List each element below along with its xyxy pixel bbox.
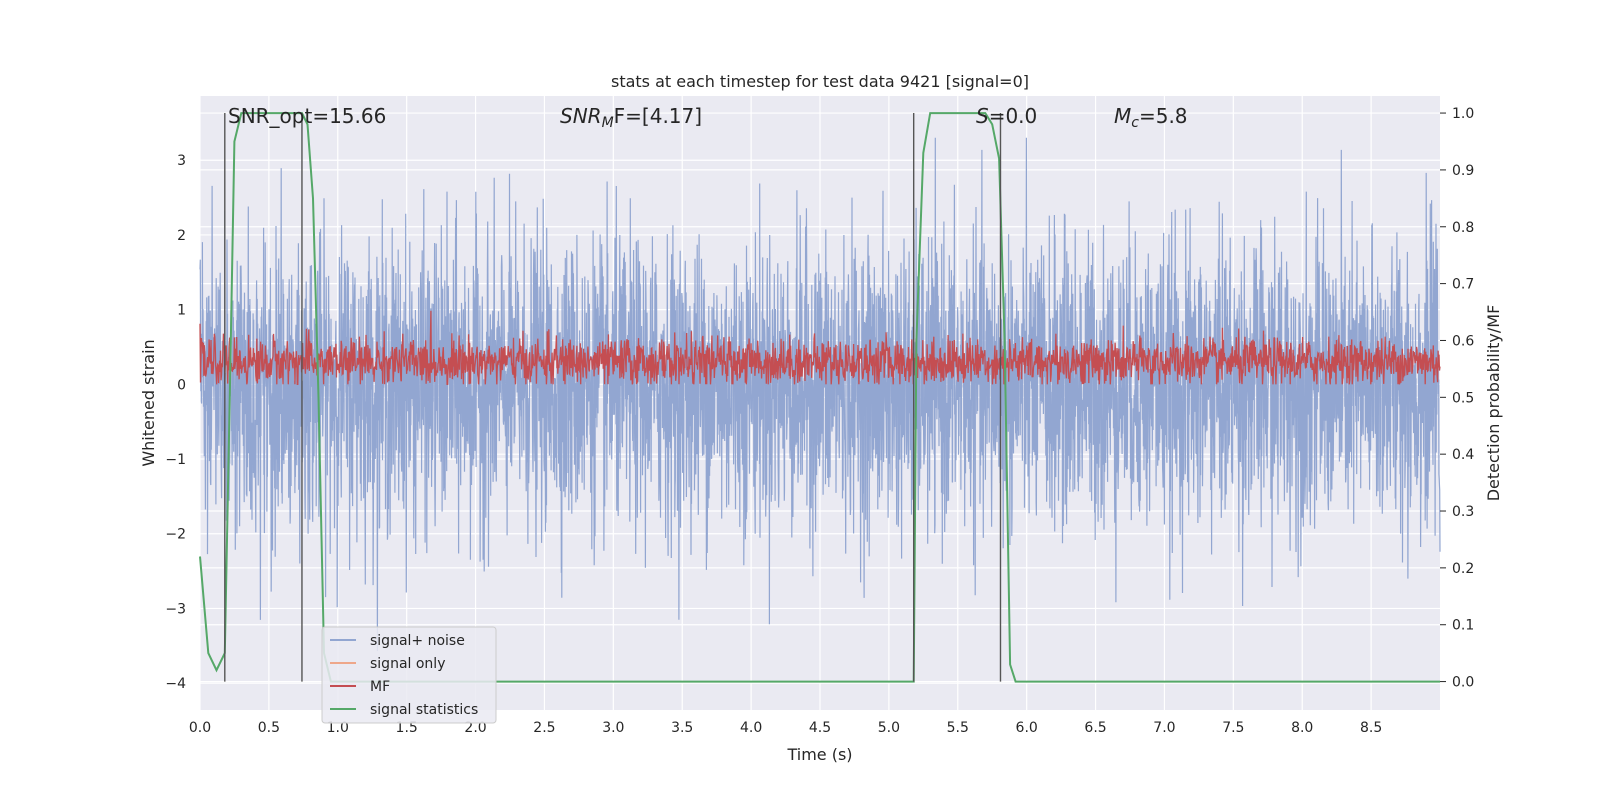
x-tick-label: 1.5 [396, 720, 418, 736]
y-tick-label-left: 2 [177, 228, 186, 244]
legend-label-signal-noise: signal+ noise [370, 633, 465, 649]
x-tick-label: 1.0 [327, 720, 349, 736]
annotation-s: S=0.0 [976, 104, 1037, 128]
y-tick-label-left: −4 [165, 676, 186, 692]
x-tick-label: 6.5 [1084, 720, 1106, 736]
y-tick-label-right: 0.4 [1452, 447, 1474, 463]
y-tick-label-left: 1 [177, 303, 186, 319]
y-tick-label-right: 1.0 [1452, 106, 1474, 122]
x-tick-label: 3.5 [671, 720, 693, 736]
x-tick-label: 5.0 [878, 720, 900, 736]
x-tick-label: 4.5 [809, 720, 831, 736]
y-tick-label-left: 3 [177, 153, 186, 169]
y-tick-label-right: 0.0 [1452, 675, 1474, 691]
vertical-markers [224, 113, 1002, 682]
legend-label-mf: MF [370, 679, 390, 695]
annotation-snr-mf: SNRMF=[4.17] [560, 104, 702, 131]
y-tick-label-right: 0.5 [1452, 390, 1474, 406]
legend-label-signal-only: signal only [370, 656, 445, 672]
series-mf-line [199, 310, 1441, 385]
x-tick-label: 6.0 [1016, 720, 1038, 736]
y-tick-label-left: −3 [165, 601, 186, 617]
y-axis-label-left: Whitened strain [139, 339, 158, 466]
y-axis-label-right: Detection probability/MF [1484, 305, 1503, 502]
y-ticks-left: 3 2 1 0 −1 −2 −3 −4 [165, 153, 186, 692]
y-tick-label-left: −2 [165, 527, 186, 543]
x-tick-label: 7.0 [1153, 720, 1175, 736]
y-tick-label-right: 0.6 [1452, 333, 1474, 349]
x-tick-label: 2.0 [464, 720, 486, 736]
x-ticks: 0.0 0.5 1.0 1.5 2.0 2.5 3.0 3.5 4.0 4.5 5.0 5.5 6.0 6… [189, 720, 1382, 736]
y-ticks-right: 1.0 0.9 0.8 0.7 0.6 0.5 0.4 0.3 0.2 0.1 0.0 [1440, 106, 1474, 691]
x-tick-label: 5.5 [947, 720, 969, 736]
annotation-snr-opt: SNR_opt=15.66 [228, 104, 386, 128]
y-tick-label-right: 0.7 [1452, 277, 1474, 293]
legend-label-signal-statistics: signal statistics [370, 702, 478, 718]
annotation-mc: Mc=5.8 [1114, 104, 1188, 131]
y-tick-label-right: 0.8 [1452, 220, 1474, 236]
legend: signal+ noise signal only MF signal stat… [321, 626, 497, 724]
x-tick-label: 4.0 [740, 720, 762, 736]
x-tick-label: 0.0 [189, 720, 211, 736]
x-axis-label: Time (s) [786, 745, 852, 764]
y-tick-label-right: 0.3 [1452, 504, 1474, 520]
x-tick-label: 0.5 [258, 720, 280, 736]
legend-box [321, 626, 497, 724]
y-tick-label-right: 0.2 [1452, 561, 1474, 577]
x-tick-label: 2.5 [533, 720, 555, 736]
y-tick-label-left: −1 [165, 452, 186, 468]
y-tick-label-right: 0.9 [1452, 163, 1474, 179]
y-tick-label-left: 0 [177, 377, 186, 393]
x-tick-label: 8.0 [1291, 720, 1313, 736]
x-tick-label: 3.0 [602, 720, 624, 736]
series-signal-noise-line [199, 137, 1441, 652]
y-tick-label-right: 0.1 [1452, 618, 1474, 634]
chart-title: stats at each timestep for test data 942… [611, 72, 1029, 91]
x-tick-label: 7.5 [1222, 720, 1244, 736]
x-tick-label: 8.5 [1360, 720, 1382, 736]
